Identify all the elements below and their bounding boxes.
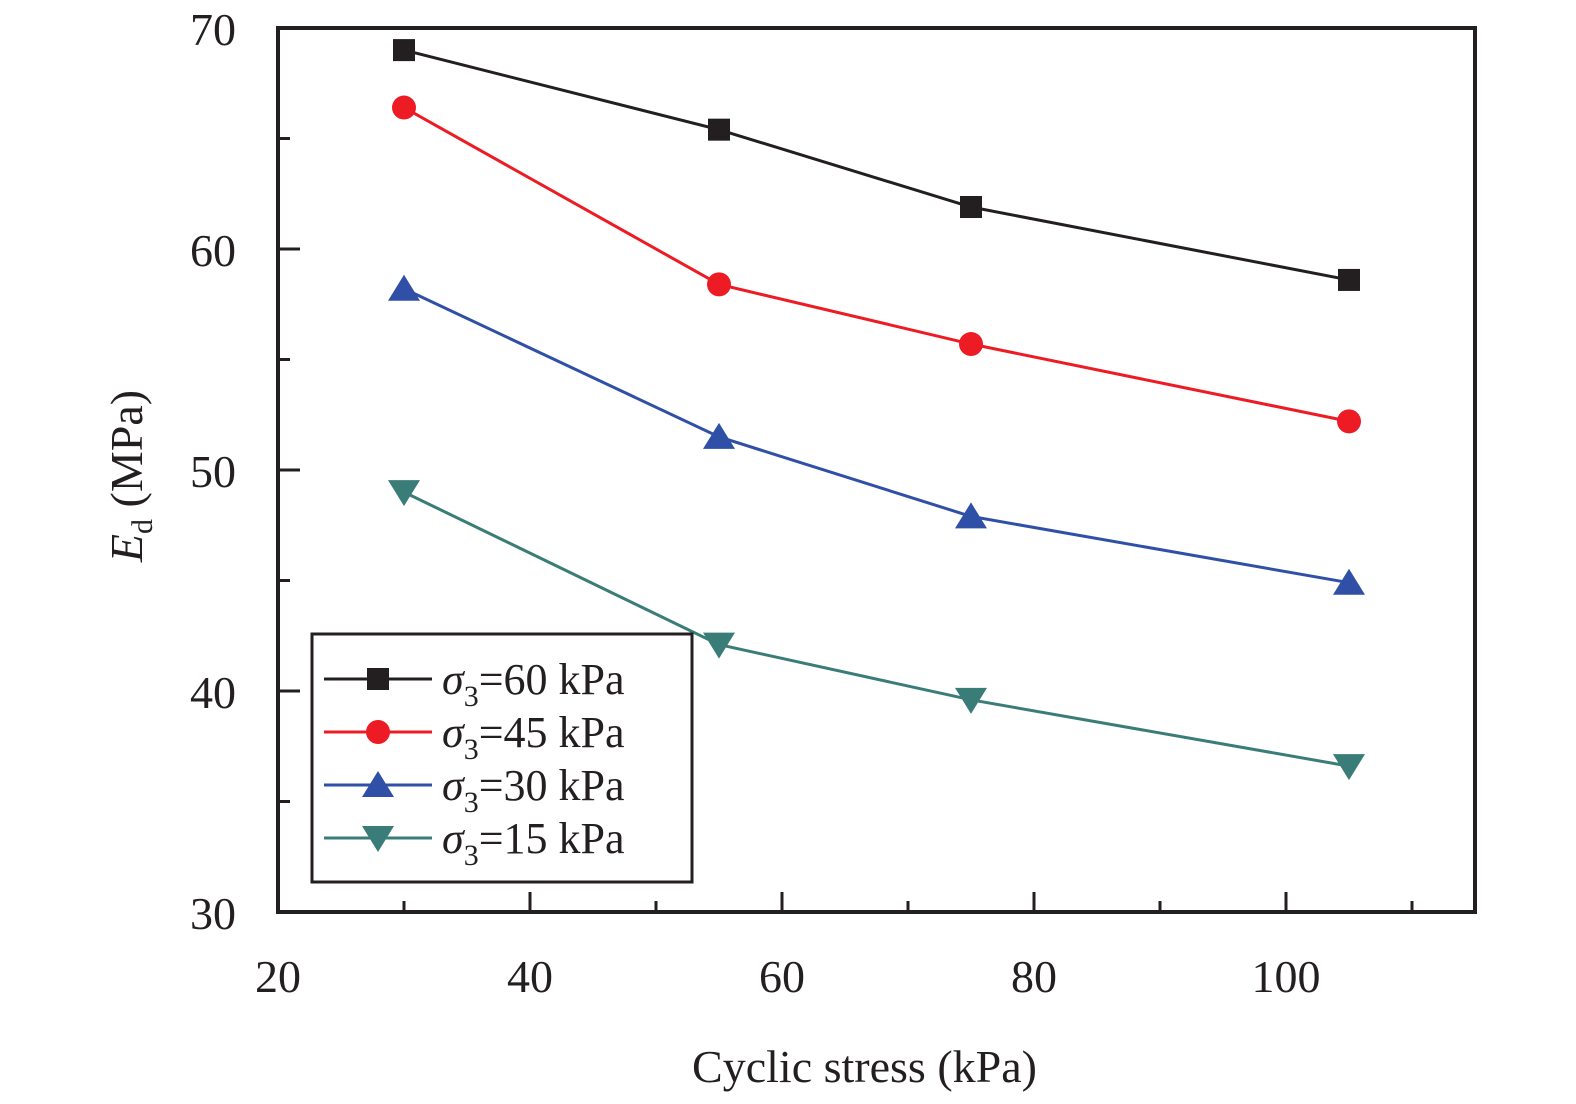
legend-label: σ3=45 kPa	[442, 708, 625, 766]
data-point	[388, 480, 420, 507]
legend-label: σ3=15 kPa	[442, 814, 625, 872]
data-point	[955, 502, 987, 529]
data-point	[703, 422, 735, 449]
series-line	[403, 490, 1350, 768]
y-tick-label: 40	[190, 667, 236, 718]
y-tick-label: 70	[190, 4, 236, 55]
legend-symbol: σ	[442, 708, 466, 757]
legend-item: σ3=60 kPa	[324, 655, 625, 713]
data-point	[707, 272, 731, 297]
series-line	[403, 48, 1350, 282]
legend-value: =15 kPa	[479, 814, 625, 863]
legend-subscript: 3	[464, 786, 479, 819]
data-point	[1333, 754, 1365, 781]
legend-marker	[367, 668, 389, 690]
data-point	[1337, 409, 1361, 434]
y-tick-label: 50	[190, 446, 236, 497]
y-tick-label: 60	[190, 225, 236, 276]
x-tick-label: 40	[507, 951, 553, 1002]
data-point	[392, 95, 416, 120]
data-point	[1338, 268, 1360, 291]
series-layer	[388, 39, 1365, 781]
data-point	[959, 332, 983, 357]
data-point	[703, 632, 735, 659]
x-tick-label: 80	[1011, 951, 1057, 1002]
legend-marker	[362, 826, 394, 852]
legend-label: σ3=60 kPa	[442, 655, 625, 713]
legend-value: =30 kPa	[479, 761, 625, 810]
legend-subscript: 3	[464, 733, 479, 766]
legend-label: σ3=30 kPa	[442, 761, 625, 819]
series-line	[403, 106, 1350, 423]
y-axis-title: Ed (MPa)	[101, 390, 159, 563]
axes-layer: 20 40 60 80 100 30 40 50 60 70	[190, 4, 1477, 1002]
legend-item: σ3=30 kPa	[324, 761, 625, 819]
data-point	[960, 196, 982, 219]
series-1	[392, 95, 1361, 434]
series-3	[388, 480, 1365, 781]
series-2	[388, 274, 1365, 595]
legend-item: σ3=45 kPa	[324, 708, 625, 766]
x-axis-title: Cyclic stress (kPa)	[692, 1041, 1037, 1092]
legend-symbol: σ	[442, 814, 466, 863]
data-point	[393, 39, 415, 62]
y-axis-title-unit: (MPa)	[101, 390, 152, 519]
data-point	[955, 687, 987, 714]
data-point	[708, 118, 730, 141]
legend-marker	[366, 720, 390, 744]
legend-value: =45 kPa	[479, 708, 625, 757]
y-axis-title-subscript: d	[126, 519, 159, 534]
x-tick-label: 60	[759, 951, 805, 1002]
x-tick-label: 100	[1252, 951, 1321, 1002]
legend-subscript: 3	[464, 680, 479, 713]
x-tick-label: 20	[255, 951, 301, 1002]
y-axis-title-main: E	[101, 534, 152, 563]
data-point	[1333, 568, 1365, 595]
y-tick-label: 30	[190, 888, 236, 939]
legend-subscript: 3	[464, 839, 479, 872]
legend-value: =60 kPa	[479, 655, 625, 704]
legend-marker	[362, 771, 394, 797]
legend-symbol: σ	[442, 761, 466, 810]
legend-symbol: σ	[442, 655, 466, 704]
data-point	[388, 274, 420, 301]
series-line	[403, 287, 1350, 585]
legend-item: σ3=15 kPa	[324, 814, 625, 872]
series-0	[393, 39, 1360, 291]
